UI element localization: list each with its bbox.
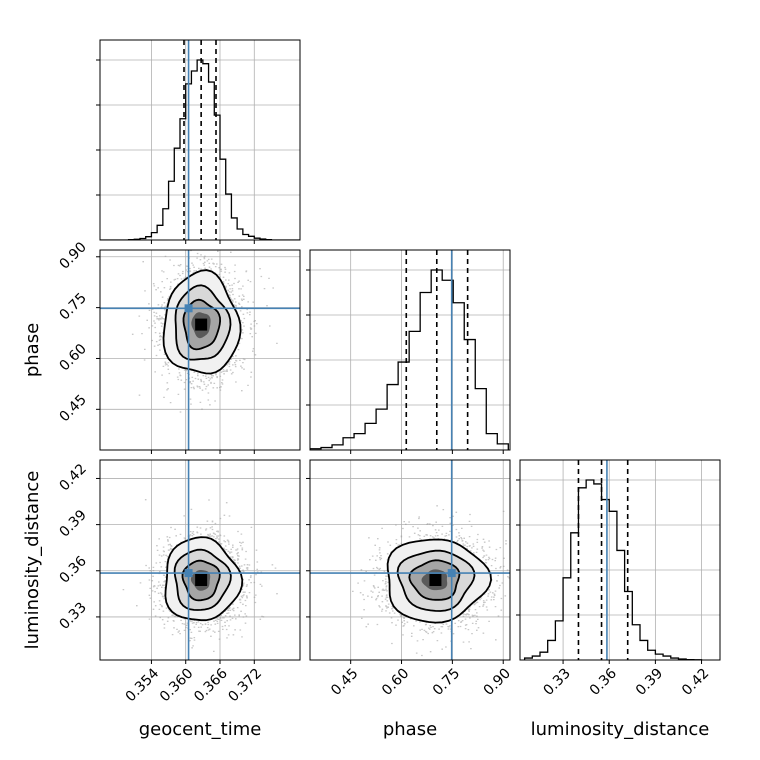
histogram-step-phase (310, 269, 509, 450)
joint-panel-geocent_time-vs-phase (96, 249, 301, 454)
x-axis-label-geocent-time: geocent_time (139, 719, 262, 740)
panel-frame (99, 459, 301, 661)
y-axis-label-phase: phase (22, 323, 43, 377)
panel-frame (309, 459, 511, 661)
density-peak (429, 574, 442, 586)
joint-content (100, 250, 300, 450)
joint-panel-phase-vs-luminosity_distance (306, 459, 511, 664)
joint-panel-geocent_time-vs-luminosity_distance (96, 459, 301, 664)
x-axis-label-luminosity-distance: luminosity_distance (531, 719, 710, 740)
labels-layer: geocent_time phase luminosity_distance p… (22, 323, 709, 740)
joint-content (310, 460, 510, 660)
panel-frame (519, 459, 721, 661)
density-peak (195, 574, 208, 586)
histogram-step-geocent_time (100, 59, 300, 240)
panel-frame (309, 249, 511, 451)
truth-marker (447, 569, 456, 578)
hist-panel-luminosity_distance (516, 459, 721, 664)
x-axis-label-phase: phase (383, 719, 437, 740)
y-axis-label-luminosity-distance: luminosity_distance (22, 471, 43, 650)
density-peak (195, 318, 208, 331)
hist-panel-geocent_time (96, 39, 301, 244)
truth-marker (184, 304, 193, 313)
joint-content (100, 460, 300, 660)
panel-frame (99, 249, 301, 451)
panel-frame (99, 39, 301, 241)
hist-panel-phase (306, 249, 511, 454)
histogram-step-luminosity_distance (523, 479, 703, 660)
truth-marker (184, 569, 193, 578)
